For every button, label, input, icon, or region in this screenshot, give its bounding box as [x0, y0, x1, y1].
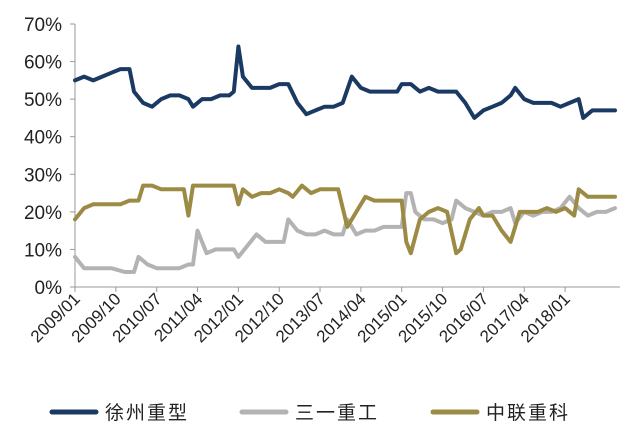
legend-label-2: 三一重工	[295, 402, 379, 424]
y-tick-label: 30%	[24, 165, 62, 186]
y-axis-ticks: 0% 10% 20% 30% 40% 50% 60% 70%	[24, 15, 75, 299]
y-tick-label: 70%	[24, 15, 62, 36]
legend: 徐州重型 三一重工 中联重科	[49, 402, 570, 424]
legend-label-3: 中联重科	[486, 402, 570, 424]
y-tick-label: 40%	[24, 128, 62, 149]
legend-label-1: 徐州重型	[105, 402, 189, 424]
series-line-2	[73, 191, 617, 274]
y-tick-label: 0%	[35, 278, 63, 299]
x-axis-ticks: 2009/012009/102010/072011/042012/012012/…	[27, 287, 574, 346]
y-tick-label: 50%	[24, 90, 62, 111]
y-tick-label: 60%	[24, 53, 62, 74]
series-lines	[73, 44, 617, 274]
series-line-1	[73, 44, 617, 120]
series-line-3	[73, 183, 617, 256]
y-tick-label: 20%	[24, 203, 62, 224]
y-tick-label: 10%	[24, 240, 62, 261]
